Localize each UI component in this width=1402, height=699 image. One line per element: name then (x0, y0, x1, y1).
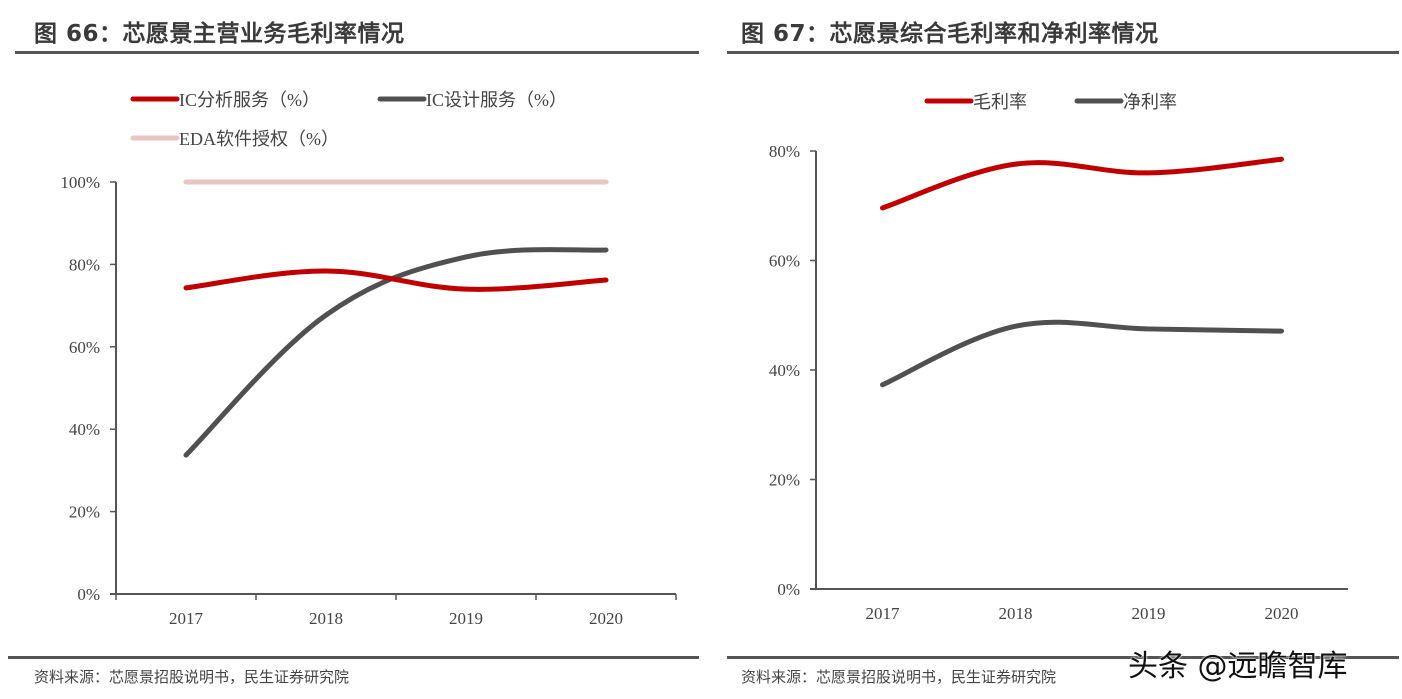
figure-66-source: 资料来源：芯愿景招股说明书，民生证券研究院 (34, 668, 350, 686)
y-tick-label: 20% (769, 471, 800, 490)
series-line-2 (880, 319, 1284, 388)
y-tick-label: 0% (77, 585, 100, 604)
y-tick-label: 60% (69, 338, 100, 357)
y-tick-label: 40% (769, 361, 800, 380)
x-tick-label: 2017 (866, 604, 901, 623)
figure-66-title-rule (15, 51, 699, 54)
legend-label: IC分析服务（%） (179, 90, 320, 110)
x-tick-label: 2018 (999, 604, 1033, 623)
watermark: 头条 @远瞻智库 (1128, 649, 1348, 684)
y-tick-label: 80% (69, 255, 100, 274)
y-tick-label: 40% (69, 420, 100, 439)
legend-label: IC设计服务（%） (426, 90, 567, 110)
figure-67-title-rule (727, 51, 1399, 54)
legend-label: EDA软件授权（%） (179, 129, 339, 149)
figure-67-source: 资料来源：芯愿景招股说明书，民生证券研究院 (741, 668, 1057, 686)
legend-label: 毛利率 (973, 92, 1027, 112)
x-tick-label: 2018 (309, 609, 343, 628)
x-tick-label: 2019 (449, 609, 483, 628)
figure-66-title: 图 66：芯愿景主营业务毛利率情况 (34, 21, 405, 47)
legend-label: 净利率 (1123, 92, 1177, 112)
figure-66-footer-rule (8, 656, 699, 659)
series-line-2 (183, 247, 609, 458)
figure-67-title: 图 67：芯愿景综合毛利率和净利率情况 (741, 21, 1159, 47)
series-line-1 (880, 156, 1284, 211)
y-tick-label: 80% (769, 142, 800, 161)
chart-67: 0% 20% 40% 60% 80% 2017 2018 2019 2020 毛利率 净利率 (769, 92, 1348, 623)
x-tick-label: 2019 (1132, 604, 1166, 623)
series-line-1 (183, 268, 609, 292)
x-tick-label: 2020 (1265, 604, 1299, 623)
x-tick-label: 2020 (589, 609, 623, 628)
y-tick-label: 60% (769, 252, 800, 271)
figure-67-footer-rule (727, 656, 1399, 659)
y-tick-label: 100% (60, 173, 100, 192)
y-tick-label: 0% (777, 580, 800, 599)
chart-66: 0% 20% 40% 60% 80% 100% 2017 2018 2019 2020 IC分析服务… (60, 90, 677, 628)
y-tick-label: 20% (69, 503, 100, 522)
x-tick-label: 2017 (169, 609, 204, 628)
